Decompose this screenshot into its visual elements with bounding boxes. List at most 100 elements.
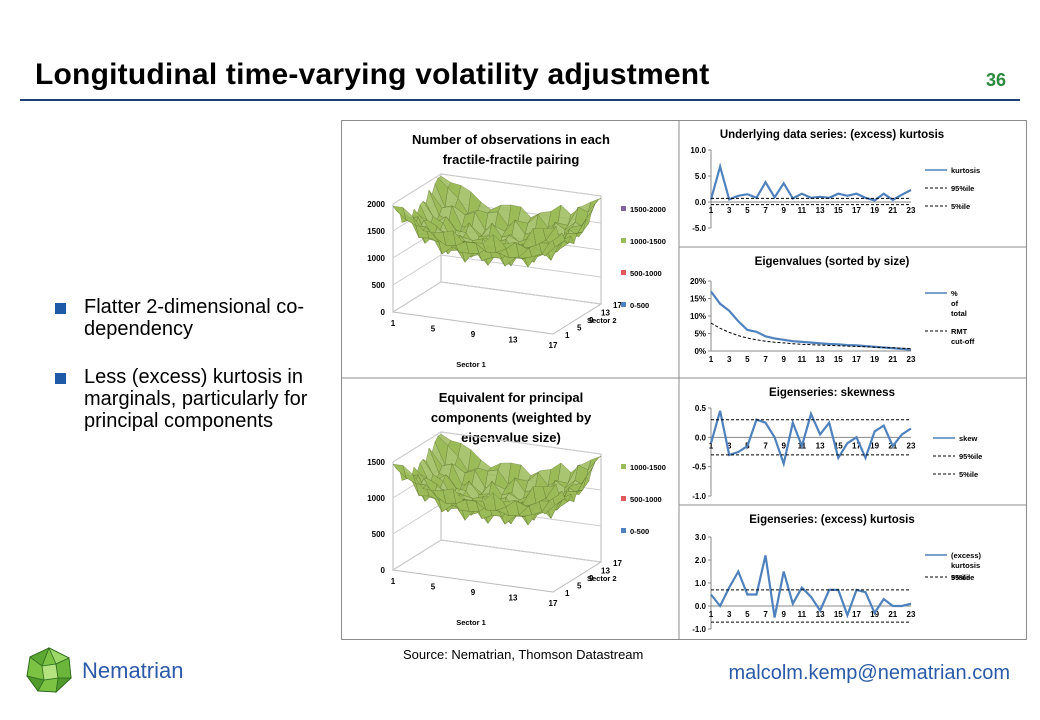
legend-label: total [951, 309, 967, 318]
title-divider [20, 99, 1020, 101]
x-tick-label: 11 [798, 355, 807, 364]
legend-swatch [621, 496, 626, 501]
chart-grid: Underlying data series: (excess) kurtosi… [341, 120, 1027, 640]
y-tick-label: -5.0 [692, 224, 706, 233]
contact-email[interactable]: malcolm.kemp@nematrian.com [728, 662, 1011, 684]
x-tick-label: 21 [888, 355, 897, 364]
x-tick-label: 9 [782, 610, 787, 619]
legend-label: 1500-2000 [630, 205, 666, 214]
chart-title: Eigenseries: skewness [769, 387, 895, 399]
y-tick-label: 1.0 [695, 579, 707, 588]
y-axis-title: Sector 2 [587, 574, 617, 583]
x-tick-label: 23 [907, 355, 916, 364]
legend-label: 95%ile [959, 452, 982, 461]
legend-label: kurtosis [951, 561, 980, 570]
x-tick-label: 1 [391, 319, 396, 328]
slide-title: Longitudinal time-varying volatility adj… [35, 58, 710, 91]
x-tick-label: 3 [727, 206, 732, 215]
x-tick-label: 13 [816, 441, 825, 450]
legend-swatch [621, 270, 626, 275]
x-tick-label: 15 [834, 441, 843, 450]
x-tick-label: 23 [907, 206, 916, 215]
y-tick-label: 5 [577, 582, 582, 591]
x-tick-label: 3 [727, 355, 732, 364]
y-tick-label: 0% [694, 347, 706, 356]
x-tick-label: 13 [816, 610, 825, 619]
x-tick-label: 23 [907, 610, 916, 619]
x-tick-label: 11 [798, 206, 807, 215]
z-gridline [392, 173, 602, 205]
legend-label: 1000-1500 [630, 237, 666, 246]
y-tick-label: 10% [690, 312, 706, 321]
x-tick-label: 7 [763, 610, 768, 619]
bullet-marker-icon [55, 373, 66, 384]
x-tick-label: 17 [852, 206, 861, 215]
chart-title: eigenvalue size) [461, 430, 561, 445]
z-gridline [392, 254, 602, 286]
y-tick-label: 20% [690, 277, 706, 286]
x-tick-label: 21 [888, 206, 897, 215]
x-tick-label: 17 [852, 355, 861, 364]
y-tick-label: 9 [589, 316, 594, 325]
y-tick-label: 1 [565, 589, 570, 598]
x-tick-label: 17 [852, 441, 861, 450]
legend-label: kurtosis [951, 166, 980, 175]
nematrian-logo-icon [26, 647, 73, 694]
y-tick-label: 5 [577, 324, 582, 333]
x-tick-label: 15 [834, 206, 843, 215]
y-axis-title: Sector 2 [587, 316, 617, 325]
chart-title: Equivalent for principal [439, 390, 583, 405]
x-tick-label: 9 [471, 330, 476, 339]
legend-swatch [621, 206, 626, 211]
x-tick-label: 23 [907, 441, 916, 450]
y-tick-label: 0.5 [695, 404, 707, 413]
z-tick-label: 500 [372, 530, 386, 539]
x-tick-label: 19 [870, 206, 879, 215]
x-tick-label: 9 [782, 355, 787, 364]
x-tick-label: 17 [549, 599, 558, 608]
bullet-text: Flatter 2-dimensional co-dependency [84, 296, 305, 340]
legend-label: cut-off [951, 337, 975, 346]
bullet-item: Flatter 2-dimensional co-dependency [55, 296, 325, 340]
y-tick-label: -1.0 [692, 492, 706, 501]
x-tick-label: 17 [549, 341, 558, 350]
series-line [709, 410, 912, 468]
z-tick-label: 1500 [367, 458, 385, 467]
legend-label: 95%ile [951, 184, 974, 193]
bullet-marker-icon [55, 303, 66, 314]
x-tick-label: 3 [727, 441, 732, 450]
y-tick-label: 0.0 [695, 602, 707, 611]
z-tick-label: 1500 [367, 227, 385, 236]
series-line [710, 555, 912, 619]
x-tick-label: 21 [888, 610, 897, 619]
x-tick-label: 5 [745, 610, 750, 619]
x-tick-label: 7 [763, 206, 768, 215]
legend-label: RMT [951, 327, 968, 336]
legend-label: 95%ile [951, 573, 974, 582]
legend-label: 0-500 [630, 301, 649, 310]
surface-facet [542, 226, 557, 241]
legend-label: 500-1000 [630, 495, 662, 504]
x-tick-label: 3 [727, 610, 732, 619]
z-gridline [392, 539, 602, 571]
legend-label: 500-1000 [630, 269, 662, 278]
chart-title: fractile-fractile pairing [443, 152, 580, 167]
x-tick-label: 15 [834, 610, 843, 619]
page-number: 36 [985, 70, 1006, 90]
x-tick-label: 13 [816, 355, 825, 364]
surface-facet [542, 484, 557, 499]
x-tick-label: 17 [852, 610, 861, 619]
legend-label: 5%ile [951, 573, 970, 582]
chart-title: Eigenseries: (excess) kurtosis [749, 514, 915, 526]
x-tick-label: 9 [471, 588, 476, 597]
z-tick-label: 0 [381, 566, 386, 575]
legend-label: 0-500 [630, 527, 649, 536]
z-gridline [392, 281, 602, 313]
y-tick-label: 13 [601, 309, 610, 318]
legend-label: 5%ile [959, 470, 978, 479]
y-tick-label: -0.5 [692, 463, 706, 472]
chart-title: components (weighted by [431, 410, 592, 425]
x-tick-label: 1 [709, 610, 714, 619]
y-tick-label: 15% [690, 295, 706, 304]
y-tick-label: 5.0 [695, 172, 707, 181]
